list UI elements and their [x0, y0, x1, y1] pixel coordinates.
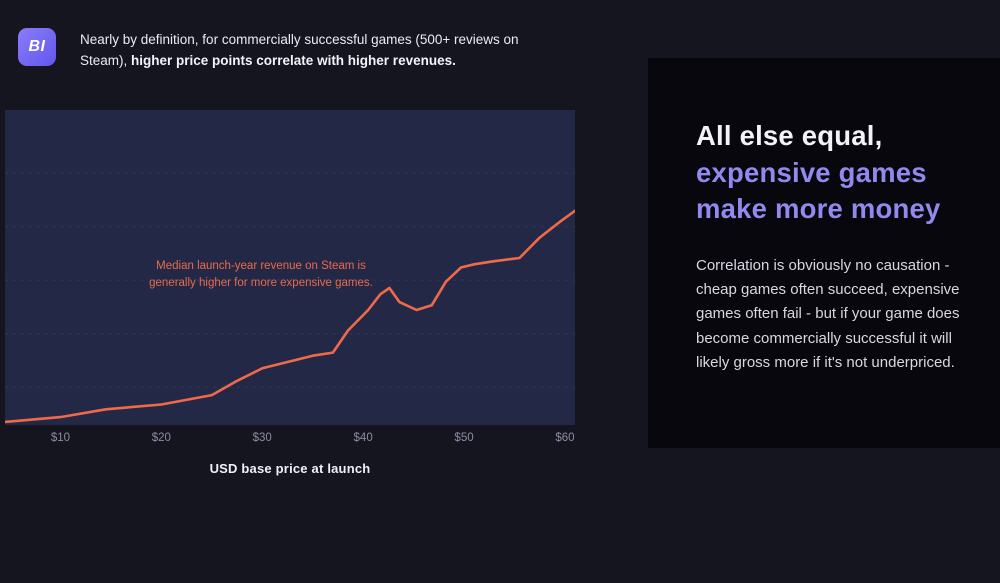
x-tick-label: $20: [151, 432, 171, 444]
callout-heading-line3: make more money: [696, 193, 941, 225]
x-tick-label: $50: [454, 432, 474, 444]
bi-logo-icon: BI: [18, 28, 56, 66]
revenue-line-chart: Median launch-year revenue on Steam is g…: [5, 110, 575, 425]
header-caption: Nearly by definition, for commercially s…: [80, 30, 558, 72]
x-tick-label: $40: [353, 432, 373, 444]
callout-heading-line2: expensive games: [696, 156, 927, 188]
revenue-line: [5, 209, 575, 424]
x-axis-ticks: $10 $20 $30 $40 $50 $60: [5, 432, 575, 448]
chart-canvas: [5, 172, 575, 424]
chart-annotation-line2: generally higher for more expensive game…: [149, 276, 373, 289]
x-tick-label: $10: [50, 432, 71, 444]
chart-annotation: Median launch-year revenue on Steam is g…: [143, 258, 379, 291]
x-tick-label: $30: [252, 432, 272, 444]
callout-heading: All else equal, expensive games make more …: [696, 118, 974, 228]
x-axis-title: USD base price at launch: [209, 461, 371, 476]
header-caption-regular: Nearly by definition, for commercially s…: [80, 32, 519, 68]
chart-annotation-line1: Median launch-year revenue on Steam is: [156, 260, 366, 272]
callout-heading-line1: All else equal,: [696, 120, 883, 151]
logo-text: BI: [28, 38, 46, 55]
callout-body: Correlation is obviously no causation - …: [696, 256, 960, 371]
x-tick-label: $60: [555, 432, 575, 444]
header-caption-bold: higher price points correlate with highe…: [131, 52, 456, 68]
callout-panel: All else equal, expensive games make more …: [648, 58, 1000, 448]
